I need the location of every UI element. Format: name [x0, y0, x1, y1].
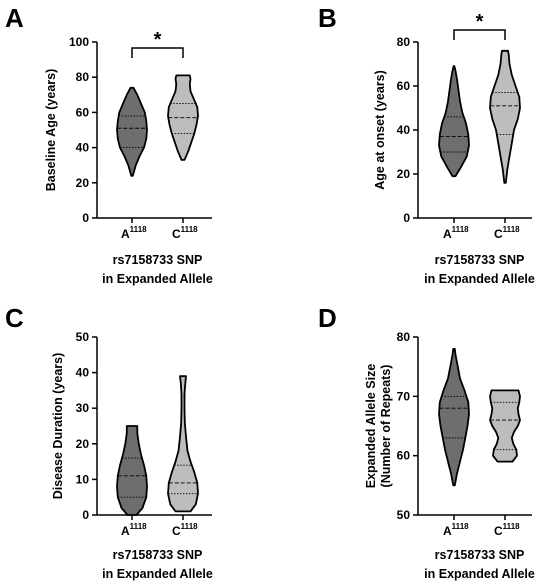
y-tick-label: 80 [76, 70, 90, 84]
x-tick-label: A1118 [443, 522, 469, 538]
x-axis-label-line1: rs7158733 SNP [435, 253, 525, 267]
violin-a [116, 425, 148, 516]
y-tick-label: 50 [76, 330, 90, 344]
panel-letter: D [318, 303, 337, 333]
panel-d: D 50 60 70 80 Expanded Allele Size (Number of … [318, 303, 535, 581]
y-axis-label: Age at onset (years) [373, 70, 387, 189]
x-tick-label-main: C [494, 524, 503, 538]
panel-letter: A [5, 3, 24, 33]
x-tick-label-superscript: 1118 [130, 225, 147, 234]
x-tick-label-superscript: 1118 [181, 522, 198, 531]
x-tick-label: A1118 [121, 522, 147, 538]
x-axis-label-line1: rs7158733 SNP [113, 253, 203, 267]
x-tick-label: C1118 [494, 522, 520, 538]
x-axis-label-line1: rs7158733 SNP [435, 548, 525, 562]
violin-c [489, 389, 521, 463]
x-axis-label-line2: in Expanded Allele [102, 567, 213, 581]
x-tick-label-main: A [121, 524, 130, 538]
y-tick-label: 60 [397, 79, 411, 93]
x-tick-label-superscript: 1118 [503, 522, 520, 531]
x-tick-label-superscript: 1118 [130, 522, 147, 531]
x-tick-label: C1118 [172, 522, 198, 538]
y-tick-label: 30 [76, 401, 90, 415]
y-tick-label: 60 [397, 449, 411, 463]
y-tick-label: 10 [76, 472, 90, 486]
x-tick-label: A1118 [443, 225, 469, 241]
y-tick-label: 40 [76, 141, 90, 155]
x-axis-label-line2: in Expanded Allele [424, 567, 535, 581]
y-tick-label: 60 [76, 105, 90, 119]
y-tick-label: 40 [76, 366, 90, 380]
significance-star: * [154, 29, 162, 51]
y-tick-label: 40 [397, 123, 411, 137]
violin-a [116, 86, 148, 177]
x-tick-label: A1118 [121, 225, 147, 241]
x-tick-label-main: C [172, 227, 181, 241]
violin-c [167, 375, 199, 513]
y-axis-label-line1: Expanded Allele Size [364, 364, 378, 489]
violin-a [438, 65, 470, 178]
x-axis-label-line2: in Expanded Allele [424, 272, 535, 286]
x-tick-label-main: C [172, 524, 181, 538]
x-tick-label-main: A [121, 227, 130, 241]
y-tick-label: 20 [397, 167, 411, 181]
significance-bracket [453, 29, 506, 40]
y-axis-label-line2: (Number of Repeats) [379, 365, 393, 488]
violin-a [438, 348, 470, 487]
y-tick-label: 0 [82, 508, 89, 522]
y-tick-label: 20 [76, 437, 90, 451]
significance-star: * [476, 11, 484, 33]
x-tick-label-main: C [494, 227, 503, 241]
y-tick-label: 20 [76, 176, 90, 190]
x-axis-label-line1: rs7158733 SNP [113, 548, 203, 562]
x-tick-label-superscript: 1118 [181, 225, 198, 234]
panel-letter: B [318, 3, 337, 33]
y-tick-label: 0 [403, 211, 410, 225]
y-axis-label: Disease Duration (years) [51, 353, 65, 500]
y-tick-label: 80 [397, 35, 411, 49]
y-tick-label: 70 [397, 389, 411, 403]
x-tick-label-main: A [443, 524, 452, 538]
panel-letter: C [5, 303, 24, 333]
x-tick-label-superscript: 1118 [452, 225, 469, 234]
x-tick-label-superscript: 1118 [503, 225, 520, 234]
y-tick-label: 80 [397, 330, 411, 344]
y-tick-label: 100 [69, 35, 89, 49]
x-tick-label-superscript: 1118 [452, 522, 469, 531]
y-tick-label: 50 [397, 508, 411, 522]
x-tick-label: C1118 [494, 225, 520, 241]
violin-c [489, 49, 521, 184]
x-axis-label-line2: in Expanded Allele [102, 272, 213, 286]
x-tick-label-main: A [443, 227, 452, 241]
y-axis-label: Baseline Age (years) [44, 69, 58, 192]
x-tick-label: C1118 [172, 225, 198, 241]
y-tick-label: 0 [82, 211, 89, 225]
significance-bracket [131, 47, 184, 58]
